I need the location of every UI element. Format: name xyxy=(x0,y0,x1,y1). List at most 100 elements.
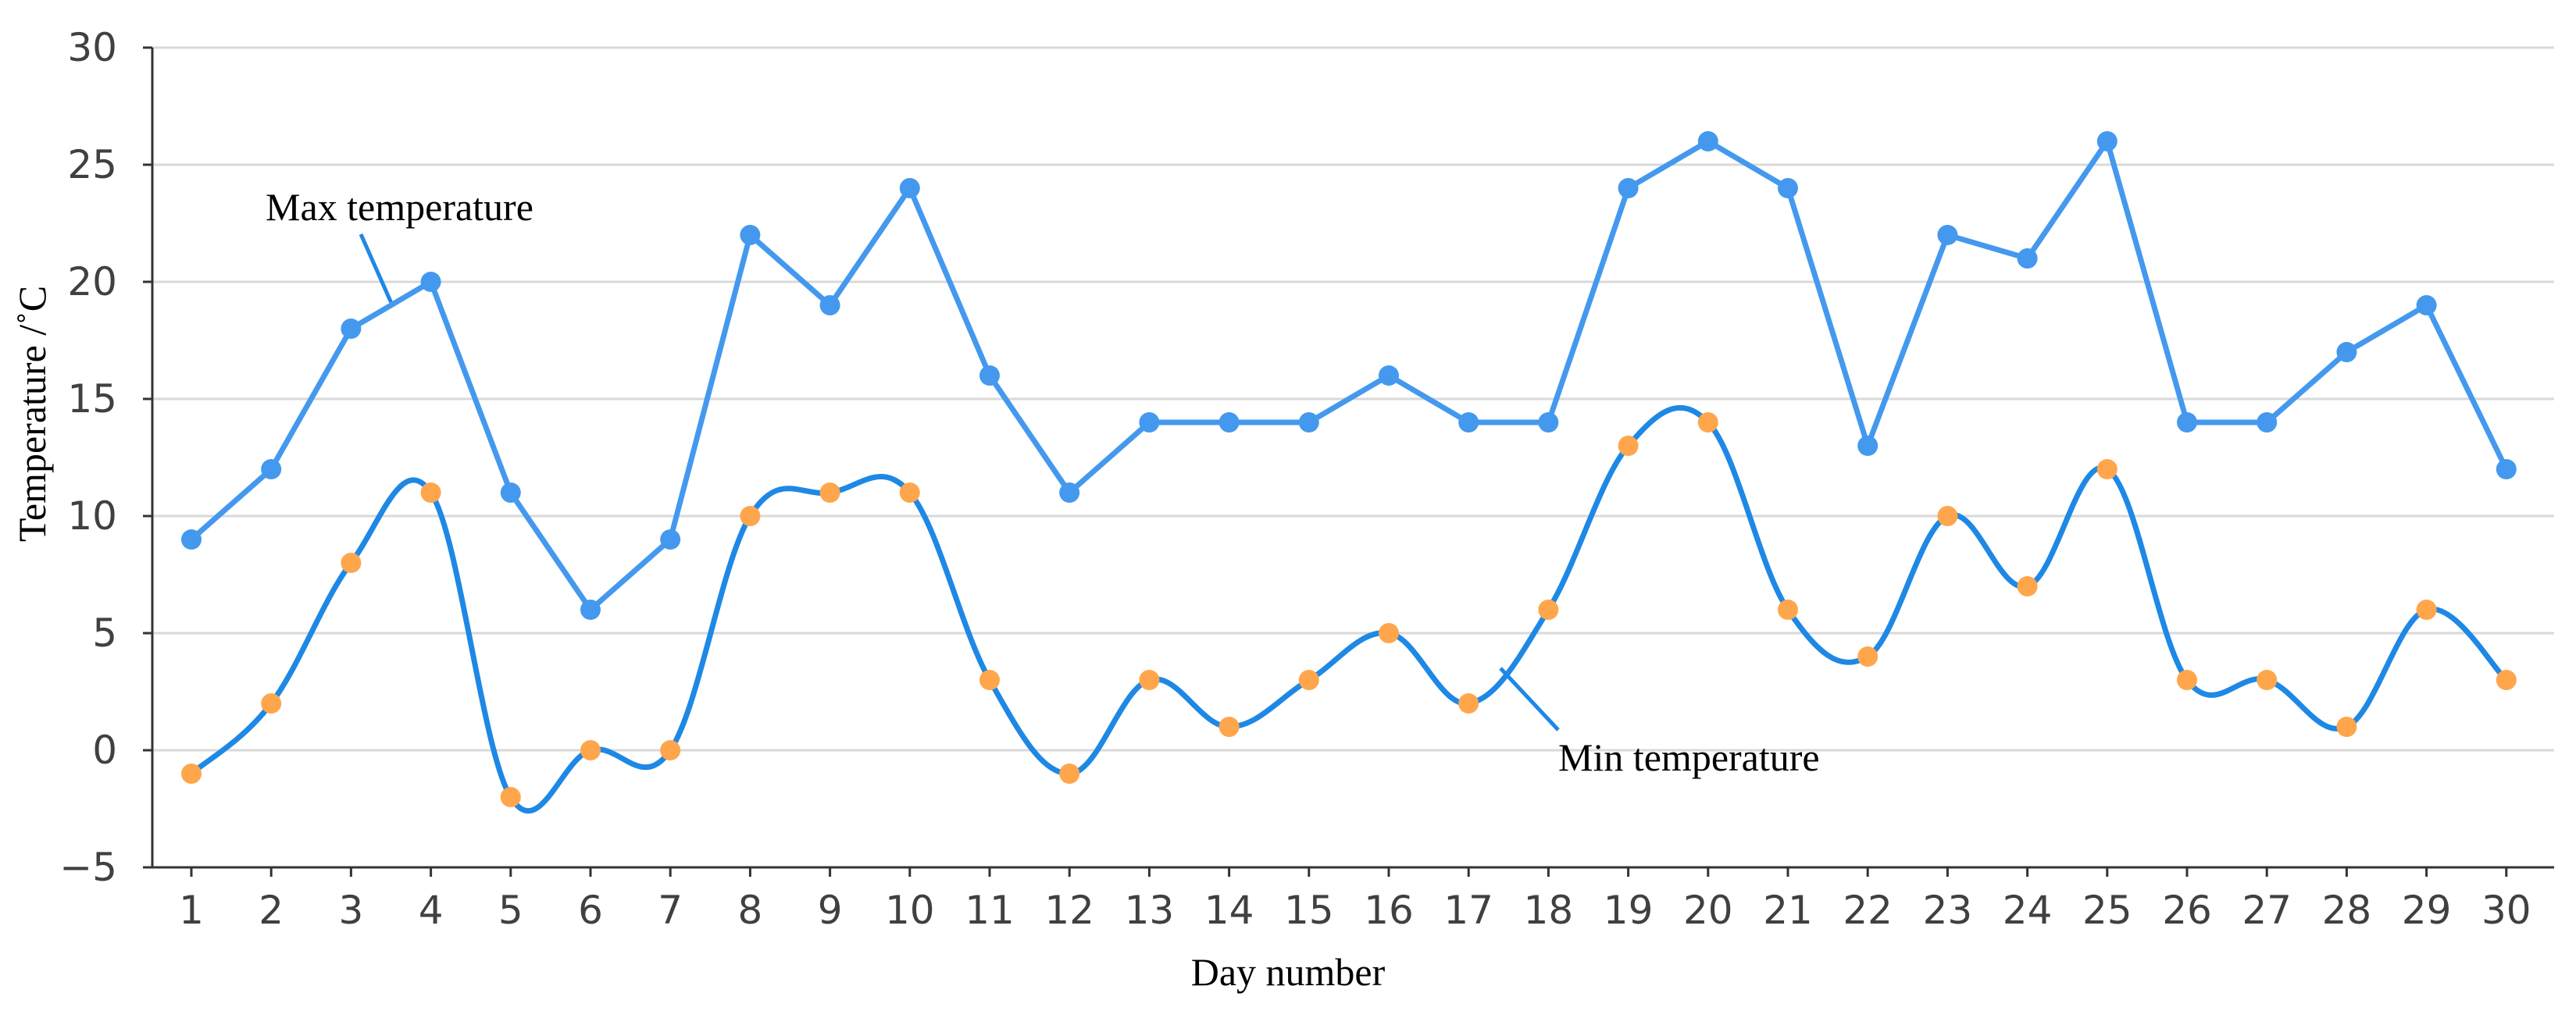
max-temperature-leader-line xyxy=(359,233,393,304)
y-tick-label: 15 xyxy=(67,376,117,422)
min-temperature-point xyxy=(1778,600,1798,620)
max-temperature-point xyxy=(1538,412,1559,433)
x-tick-label: 9 xyxy=(818,888,843,933)
max-temperature-point xyxy=(341,319,362,339)
max-temperature-point xyxy=(740,225,761,245)
x-tick-label: 16 xyxy=(1364,888,1414,933)
min-temperature-point xyxy=(740,506,761,526)
min-temperature-point xyxy=(1298,670,1319,690)
max-temperature-point xyxy=(2096,131,2118,151)
max-temperature-point xyxy=(1379,365,1399,386)
x-tick-label: 27 xyxy=(2242,888,2292,933)
max-temperature-point xyxy=(1218,412,1240,433)
max-temperature-point xyxy=(819,295,840,315)
y-tick-label: 25 xyxy=(67,142,117,187)
max-temperature-point xyxy=(1458,412,1479,433)
x-tick-label: 14 xyxy=(1204,888,1254,933)
max-temperature-point xyxy=(1139,412,1160,433)
min-temperature-point xyxy=(1937,506,1958,526)
x-tick-label: 2 xyxy=(259,888,284,933)
min-temperature-point xyxy=(1379,623,1399,643)
x-tick-label: 13 xyxy=(1125,888,1175,933)
min-temperature-point xyxy=(1618,436,1639,456)
min-temperature-label: Min temperature xyxy=(1558,735,1820,779)
x-tick-label: 12 xyxy=(1044,888,1094,933)
max-temperature-point xyxy=(2496,459,2517,479)
min-temperature-point xyxy=(1857,646,1878,667)
x-tick-label: 26 xyxy=(2162,888,2212,933)
max-temperature-point xyxy=(979,365,1000,386)
max-temperature-point xyxy=(1059,482,1080,503)
x-tick-label: 5 xyxy=(498,888,523,933)
min-temperature-point xyxy=(2416,600,2437,620)
max-temperature-point xyxy=(1937,225,1958,245)
max-temperature-point xyxy=(1697,131,1718,151)
x-tick-label: 6 xyxy=(578,888,603,933)
max-temperature-point xyxy=(1857,436,1878,456)
min-temperature-point xyxy=(899,482,920,503)
min-temperature-point xyxy=(2336,717,2357,737)
min-temperature-point xyxy=(2257,670,2278,690)
x-tick-label: 1 xyxy=(179,888,204,933)
max-temperature-point xyxy=(580,600,601,620)
min-temperature-point xyxy=(819,482,840,503)
min-temperature-point xyxy=(1538,600,1559,620)
y-tick-label: 5 xyxy=(92,611,117,656)
x-tick-label: 19 xyxy=(1604,888,1654,933)
min-temperature-point xyxy=(500,787,521,807)
max-temperature-point xyxy=(1298,412,1319,433)
max-temperature-point xyxy=(899,178,920,198)
min-temperature-point xyxy=(420,482,441,503)
min-temperature-point xyxy=(341,553,362,573)
min-temperature-point xyxy=(2017,576,2038,596)
max-temperature-label: Max temperature xyxy=(266,185,533,229)
y-tick-label: 30 xyxy=(67,25,117,70)
y-tick-label: 10 xyxy=(67,493,117,539)
x-tick-label: 24 xyxy=(2003,888,2053,933)
x-tick-label: 15 xyxy=(1284,888,1334,933)
max-temperature-point xyxy=(2017,248,2038,269)
y-tick-label: 0 xyxy=(92,728,117,773)
y-axis-title: Temperature /˚C xyxy=(10,286,54,542)
min-temperature-leader-line xyxy=(1499,667,1560,732)
axes xyxy=(143,46,2554,877)
x-tick-label: 21 xyxy=(1763,888,1813,933)
min-temperature-point xyxy=(2496,670,2517,690)
series xyxy=(181,131,2517,814)
max-temperature-point xyxy=(261,459,282,479)
x-tick-label: 3 xyxy=(338,888,363,933)
max-temperature-point xyxy=(500,482,521,503)
x-tick-label: 29 xyxy=(2402,888,2452,933)
x-tick-label: 18 xyxy=(1524,888,1574,933)
min-temperature-point xyxy=(1458,693,1479,714)
max-temperature-point xyxy=(1778,178,1798,198)
x-tick-label: 20 xyxy=(1683,888,1733,933)
x-tick-label: 30 xyxy=(2481,888,2531,933)
min-temperature-point xyxy=(660,740,681,760)
max-temperature-point xyxy=(181,529,202,550)
x-tick-label: 10 xyxy=(885,888,935,933)
max-temperature-point xyxy=(2336,342,2357,362)
min-temperature-point xyxy=(1059,764,1080,784)
min-temperature-point xyxy=(979,670,1000,690)
min-temperature-point xyxy=(1139,670,1160,690)
x-tick-label: 4 xyxy=(419,888,444,933)
x-axis-title: Day number xyxy=(1191,950,1386,994)
min-temperature-point xyxy=(2177,670,2197,690)
y-tick-labels: −5 0 5 10 15 20 25 30 xyxy=(59,25,117,890)
grid-lines xyxy=(152,46,2554,752)
x-tick-label: 22 xyxy=(1843,888,1893,933)
min-temperature-point xyxy=(261,693,282,714)
x-tick-label: 8 xyxy=(737,888,762,933)
x-tick-label: 7 xyxy=(658,888,683,933)
y-tick-label: 20 xyxy=(67,259,117,304)
max-temperature-point xyxy=(2257,412,2278,433)
max-temperature-point xyxy=(660,529,681,550)
annotations: Max temperature Min temperature xyxy=(266,185,1820,779)
min-temperature-point xyxy=(1697,412,1718,433)
min-temperature-point xyxy=(2096,459,2118,479)
max-temperature-point xyxy=(1618,178,1639,198)
y-tick-label: −5 xyxy=(59,845,117,890)
x-tick-label: 11 xyxy=(965,888,1015,933)
